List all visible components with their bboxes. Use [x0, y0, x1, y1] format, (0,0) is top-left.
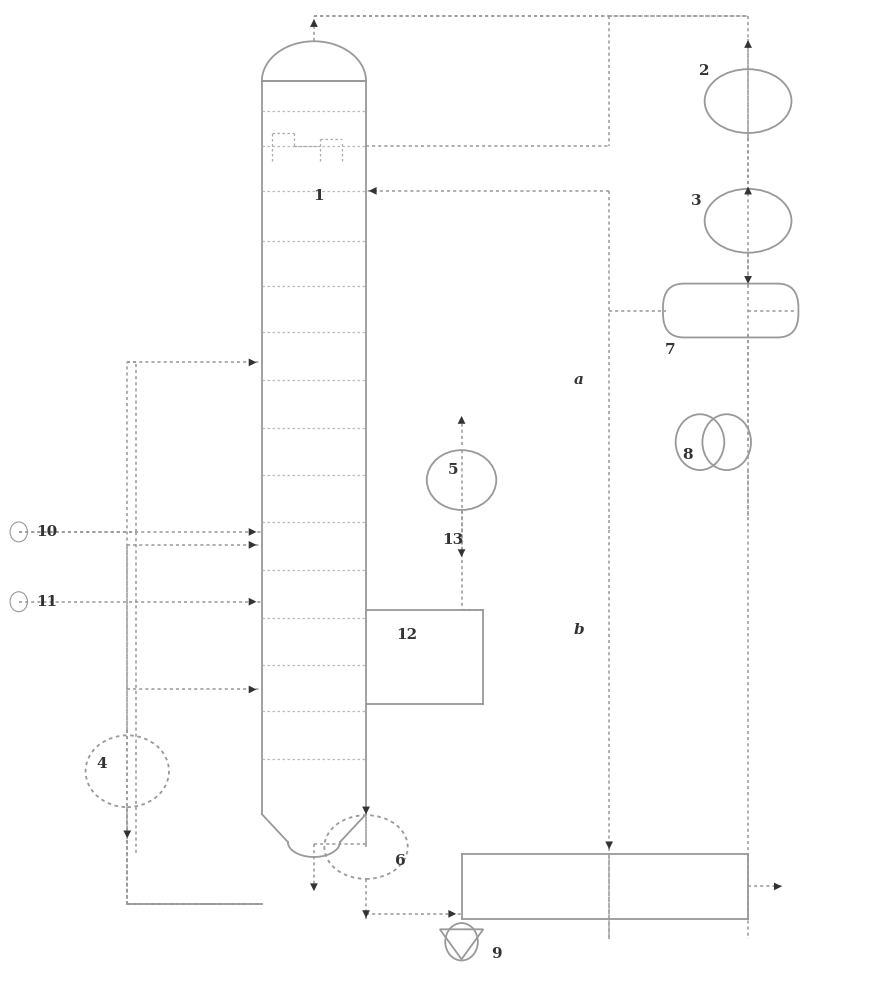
Text: 1: 1 — [313, 189, 324, 203]
Text: 7: 7 — [665, 343, 675, 357]
Text: 6: 6 — [395, 854, 406, 868]
Text: 4: 4 — [96, 757, 106, 771]
Text: 13: 13 — [442, 533, 463, 547]
Text: 3: 3 — [691, 194, 701, 208]
Text: a: a — [574, 373, 584, 387]
Text: b: b — [573, 623, 584, 637]
Text: 12: 12 — [396, 628, 417, 642]
Text: 8: 8 — [682, 448, 692, 462]
Text: 9: 9 — [491, 947, 502, 961]
Text: 2: 2 — [699, 64, 710, 78]
Text: 11: 11 — [36, 595, 57, 609]
Text: 5: 5 — [448, 463, 458, 477]
Text: 10: 10 — [36, 525, 57, 539]
